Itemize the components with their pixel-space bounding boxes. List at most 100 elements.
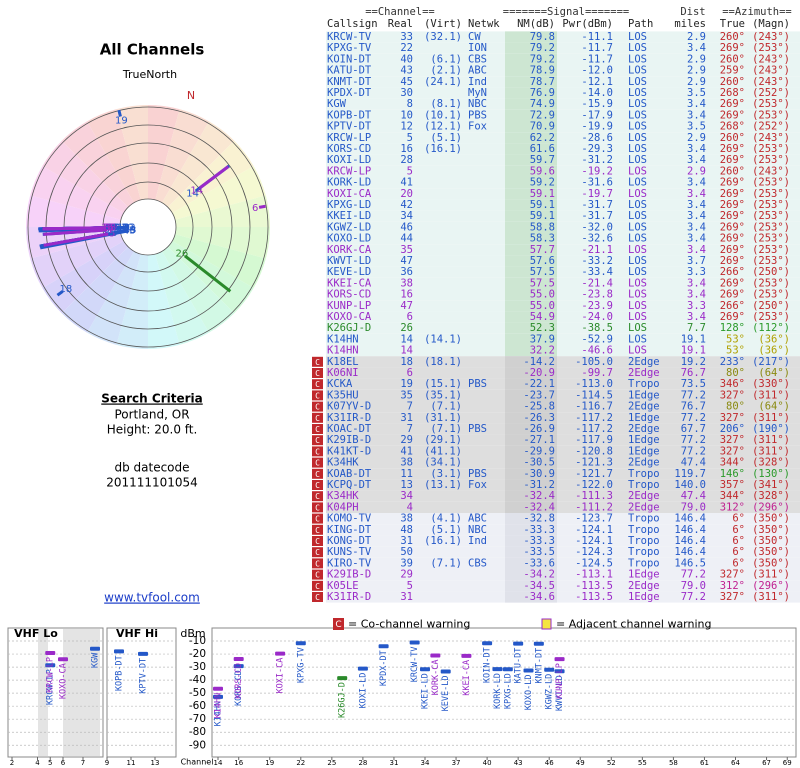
column-header: Pwr(dBm) — [562, 18, 613, 30]
table-cell: K04PH — [327, 501, 359, 513]
table-cell: 2Edge — [628, 490, 660, 502]
warning-icon — [312, 356, 323, 367]
table-cell: 19 — [400, 378, 413, 390]
signal-bar — [523, 668, 534, 673]
polar-channel-label: 46 — [105, 223, 118, 234]
table-cell: (252°) — [752, 121, 790, 133]
table-cell: -99.7 — [581, 367, 613, 379]
table-cell: (328°) — [752, 457, 790, 469]
table-cell: 206° — [720, 423, 745, 435]
x-tick-label: 16 — [234, 759, 243, 767]
warning-icon-text: C — [315, 414, 320, 423]
signal-bar — [482, 641, 493, 646]
warning-icon-text: C — [315, 358, 320, 367]
table-cell: 3.4 — [687, 233, 706, 245]
site-link[interactable]: www.tvfool.com — [104, 591, 200, 605]
table-cell: 58.8 — [530, 221, 555, 233]
table-cell: 146.4 — [674, 513, 706, 525]
table-cell: 19.2 — [681, 356, 706, 368]
header-group: ==Channel== — [365, 6, 435, 18]
nm-cell-background — [505, 333, 557, 345]
criteria-title: Search Criteria — [101, 392, 202, 406]
x-tick-label: 14 — [214, 759, 223, 767]
x-tick-label: 34 — [421, 759, 430, 767]
polar-sector — [148, 109, 209, 227]
table-cell: KGWZ-LD — [327, 221, 371, 233]
warning-icon — [312, 502, 323, 513]
table-cell: 146° — [720, 468, 745, 480]
table-cell: LOS — [628, 221, 647, 233]
row-background — [326, 98, 800, 110]
nm-cell-background — [505, 401, 557, 413]
warning-icon-text: C — [315, 369, 320, 378]
warning-icon-text: C — [315, 537, 320, 546]
warning-icon-text: C — [315, 593, 320, 602]
table-cell: (328°) — [752, 490, 790, 502]
table-cell: 59.1 — [530, 199, 555, 211]
signal-bar — [409, 640, 420, 645]
table-cell: 7 — [407, 401, 413, 413]
table-cell: (5.1) — [430, 524, 462, 536]
polar-channel-label: 43 — [123, 226, 136, 237]
polar-sector — [148, 105, 180, 227]
table-cell: 59.2 — [530, 177, 555, 189]
table-cell: 3.4 — [687, 311, 706, 323]
co-channel-icon — [333, 618, 344, 630]
polar-sector — [148, 227, 209, 345]
band-label: VHF Hi — [116, 627, 158, 640]
table-cell: 76.9 — [530, 87, 555, 99]
polar-sector — [148, 227, 180, 349]
table-cell: -113.5 — [575, 591, 613, 603]
signal-label: KRCW-LP — [46, 669, 56, 705]
polar-sector — [30, 166, 148, 227]
nm-cell-background — [505, 143, 557, 155]
table-cell: 80° — [726, 367, 745, 379]
table-cell: -26.9 — [523, 423, 555, 435]
table-cell: 3.4 — [687, 188, 706, 200]
table-cell: (311°) — [752, 412, 790, 424]
table-cell: LOS — [628, 154, 647, 166]
table-cell: LOS — [628, 199, 647, 211]
table-cell: 3.4 — [687, 109, 706, 121]
row-background — [326, 244, 800, 256]
polar-channel-label: 35 — [104, 223, 117, 234]
table-cell: KKEI-LD — [327, 210, 371, 222]
table-cell: (16.1) — [424, 143, 462, 155]
table-cell: CBS — [468, 557, 487, 569]
x-tick-label: 46 — [545, 759, 554, 767]
table-cell: -123.7 — [575, 513, 613, 525]
table-cell: 55.0 — [530, 300, 555, 312]
polar-channel-label: 34 — [105, 223, 118, 234]
row-background — [326, 513, 800, 525]
table-cell: -14.2 — [523, 356, 555, 368]
table-cell: CBS — [468, 53, 487, 65]
table-cell: 269° — [720, 255, 745, 267]
signal-bar — [513, 641, 524, 646]
table-cell: KOPB-DT — [327, 109, 372, 121]
nm-cell-background — [505, 546, 557, 558]
table-cell: (253°) — [752, 244, 790, 256]
table-cell: (10.1) — [424, 109, 462, 121]
table-cell: 3.3 — [687, 300, 706, 312]
nm-cell-background — [505, 199, 557, 211]
table-cell: K14HN — [327, 333, 359, 345]
table-cell: LOS — [628, 53, 647, 65]
table-cell: LOS — [628, 42, 647, 54]
signal-bar — [461, 653, 472, 658]
table-cell: -111.2 — [575, 501, 613, 513]
row-background — [326, 53, 800, 65]
y-tick-label: -70 — [189, 713, 206, 725]
nm-cell-background — [505, 524, 557, 536]
nm-cell-background — [505, 445, 557, 457]
table-cell: LOS — [628, 132, 647, 144]
table-cell: LOS — [628, 345, 647, 357]
table-cell: -122.0 — [575, 479, 613, 491]
x-tick-label: 11 — [127, 759, 136, 767]
datecode-label: db datecode — [114, 461, 189, 475]
table-cell: (36°) — [758, 333, 790, 345]
polar-channel-label: 5 — [111, 228, 117, 239]
table-cell: 2Edge — [628, 501, 660, 513]
y-tick-label: -90 — [189, 739, 206, 751]
adjacent-icon — [541, 618, 552, 630]
table-cell: 22 — [400, 42, 413, 54]
